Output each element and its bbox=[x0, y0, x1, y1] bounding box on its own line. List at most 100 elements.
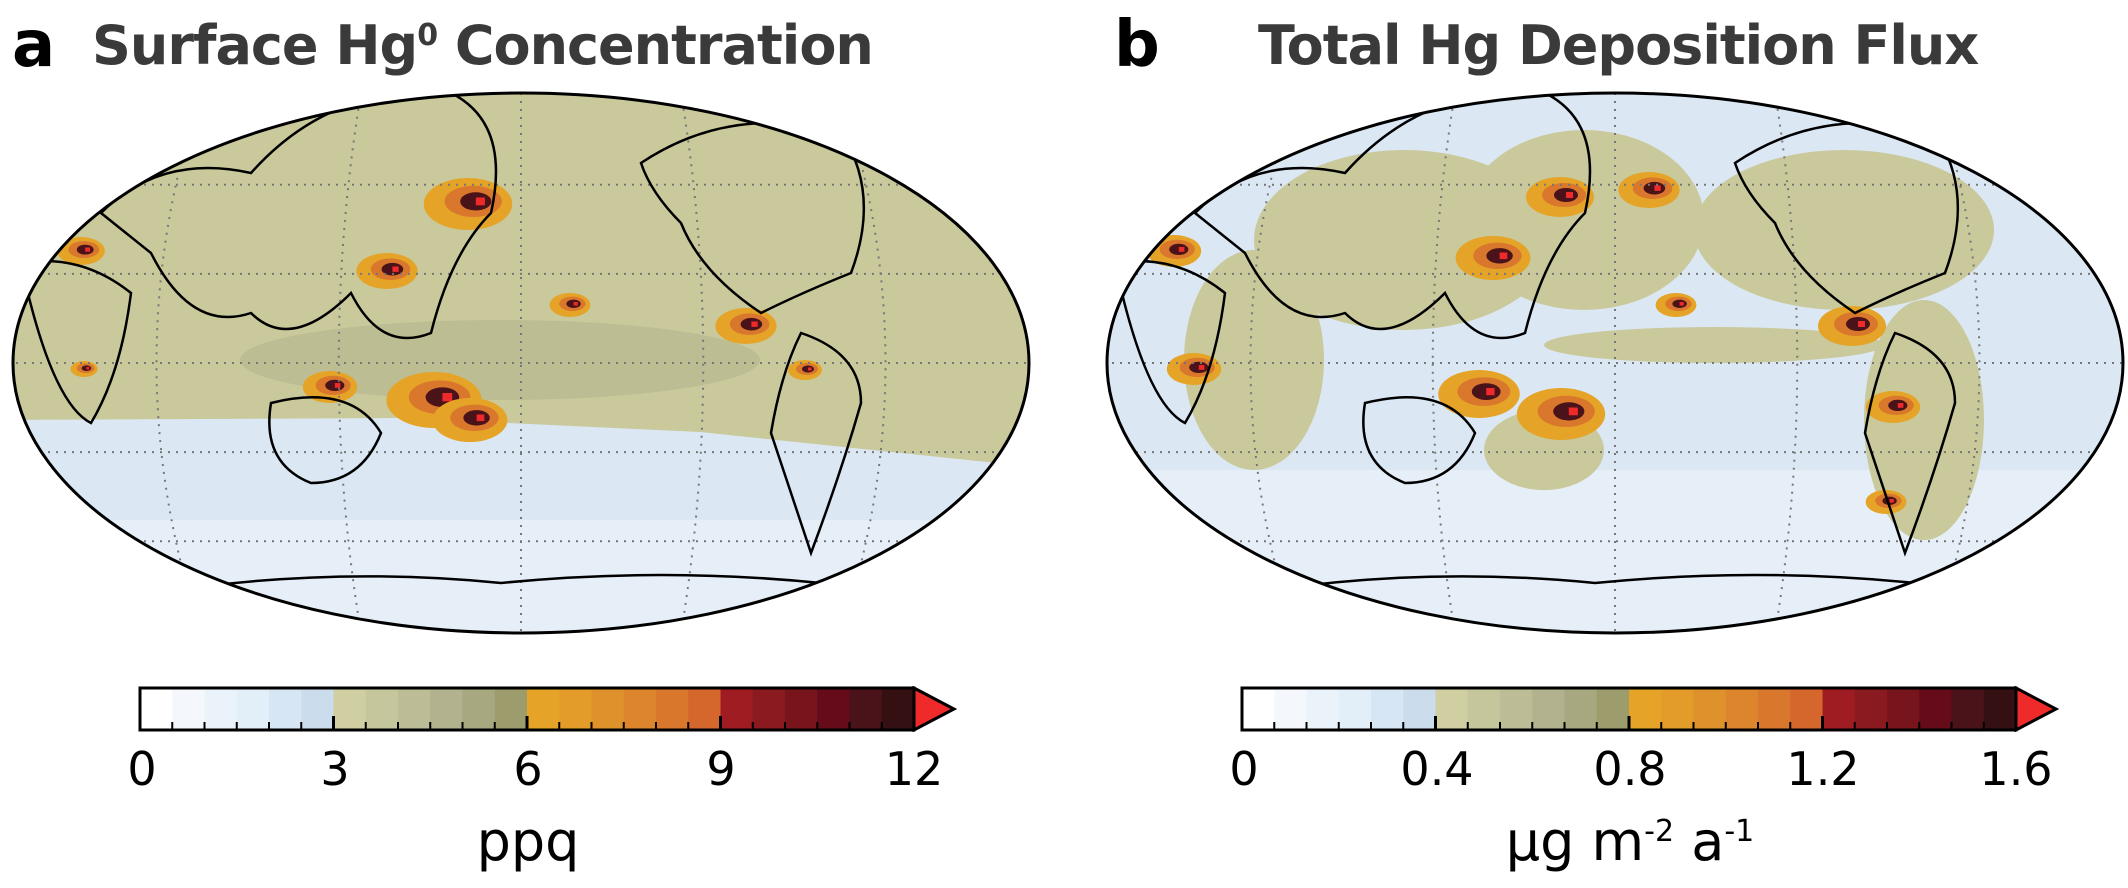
coastline bbox=[769, 331, 863, 557]
panel-a-title: Surface Hg0 Concentration bbox=[92, 14, 874, 77]
colorbar-segment bbox=[1338, 688, 1372, 730]
colorbar-segment bbox=[365, 688, 399, 730]
land-region bbox=[1184, 250, 1324, 470]
colorbar-a-tick: 6 bbox=[513, 742, 543, 796]
colorbar-segment bbox=[1242, 688, 1275, 730]
colorbar-segment bbox=[1532, 688, 1565, 730]
land-region bbox=[1864, 300, 1984, 540]
hotspot-red-cell bbox=[334, 383, 341, 388]
colorbar-segment bbox=[1629, 688, 1662, 730]
hotspot-red-cell bbox=[1679, 302, 1684, 306]
colorbar-segment bbox=[1951, 688, 1985, 730]
colorbar-b-unit: μg m-2 a-1 bbox=[1506, 810, 1755, 873]
colorbar-segment bbox=[1467, 688, 1501, 730]
colorbar-segment bbox=[1887, 688, 1920, 730]
panel-b-title: Total Hg Deposition Flux bbox=[1258, 14, 1979, 77]
colorbar-segment bbox=[301, 688, 334, 730]
hotspot-red-cell bbox=[751, 321, 758, 327]
coastline bbox=[1362, 396, 1477, 485]
colorbar-segment bbox=[1403, 688, 1436, 730]
colorbar-b-tick: 1.6 bbox=[1979, 742, 2053, 796]
colorbar-segment bbox=[398, 688, 431, 730]
land-region bbox=[1464, 130, 1704, 310]
colorbar-segment bbox=[1596, 688, 1630, 730]
hotspot-red-cell bbox=[86, 367, 90, 370]
colorbar-b bbox=[1240, 686, 2060, 732]
colorbar-b-tick: 0 bbox=[1229, 742, 1259, 796]
colorbar-b-tick: 0.4 bbox=[1400, 742, 1474, 796]
colorbar-segment bbox=[720, 688, 754, 730]
colorbar-segment bbox=[1983, 688, 2017, 730]
land-region bbox=[1544, 327, 1884, 363]
map-field bbox=[1107, 93, 2123, 633]
colorbar-segment bbox=[269, 688, 302, 730]
colorbar-segment bbox=[527, 688, 560, 730]
colorbar-segment bbox=[1919, 688, 1952, 730]
map-border bbox=[1105, 91, 2125, 635]
colorbar-segment bbox=[1758, 688, 1791, 730]
hotspot-red-cell bbox=[1499, 252, 1508, 260]
colorbar-segment bbox=[881, 688, 915, 730]
colorbar-segment bbox=[462, 688, 496, 730]
hotspot-red-cell bbox=[1897, 403, 1904, 408]
land-region bbox=[1694, 150, 1994, 310]
deposition-flux-map bbox=[1105, 91, 2125, 635]
colorbar-segment bbox=[1435, 688, 1469, 730]
colorbar-segment bbox=[1306, 688, 1340, 730]
hotspot-dark-red bbox=[1471, 383, 1501, 400]
colorbar-segment bbox=[623, 688, 657, 730]
coastline bbox=[1193, 93, 1592, 340]
colorbar-segment bbox=[172, 688, 205, 730]
colorbar-segment bbox=[785, 688, 818, 730]
colorbar-extend-arrow bbox=[2014, 686, 2060, 732]
surface-hg0-map bbox=[11, 91, 1031, 635]
colorbar-segment bbox=[817, 688, 850, 730]
colorbar-a-tick: 12 bbox=[884, 742, 944, 796]
colorbar-segment bbox=[204, 688, 238, 730]
colorbar-segment bbox=[1693, 688, 1727, 730]
coastline bbox=[99, 93, 498, 340]
colorbar-segment bbox=[591, 688, 625, 730]
unit-part: a bbox=[1674, 810, 1725, 873]
hotspot-red-cell bbox=[392, 266, 399, 272]
coastline bbox=[1113, 259, 1227, 425]
hotspot-red-cell bbox=[1858, 321, 1865, 327]
hotspot-red-cell bbox=[1889, 499, 1894, 503]
panel-a-title-superscript: 0 bbox=[417, 18, 438, 53]
hotspot-red-cell bbox=[1654, 185, 1661, 191]
colorbar-segment bbox=[1500, 688, 1533, 730]
hotspot-red-cell bbox=[85, 247, 91, 252]
panel-a-label: a bbox=[12, 8, 56, 82]
colorbar-segment bbox=[1661, 688, 1694, 730]
colorbar-segment bbox=[140, 688, 173, 730]
colorbar-a bbox=[138, 686, 958, 732]
hotspot-red-cell bbox=[1568, 407, 1578, 416]
colorbar-extend-arrow bbox=[912, 686, 958, 732]
colorbar-segment bbox=[1564, 688, 1598, 730]
coastline bbox=[19, 259, 133, 425]
unit-exponent: -2 bbox=[1644, 814, 1675, 849]
colorbar-a-unit: ppq bbox=[476, 810, 580, 873]
antarctic-light-blue bbox=[13, 520, 1029, 633]
colorbar-segment bbox=[656, 688, 689, 730]
hotspot-dark-red bbox=[81, 365, 92, 372]
hotspot-red-cell bbox=[1178, 247, 1185, 252]
panel-b-label: b bbox=[1114, 8, 1160, 82]
coastline bbox=[1863, 331, 1957, 557]
colorbar-a-tick: 3 bbox=[320, 742, 350, 796]
hotspot-dark-red bbox=[1169, 243, 1189, 255]
colorbar-segment bbox=[430, 688, 463, 730]
colorbar-segment bbox=[1822, 688, 1856, 730]
colorbar-a-tick: 0 bbox=[127, 742, 157, 796]
colorbar-segment bbox=[559, 688, 592, 730]
hotspot-red-cell bbox=[808, 367, 812, 371]
hotspot-dark-red bbox=[1553, 402, 1585, 421]
hotspot-red-cell bbox=[1198, 365, 1205, 370]
colorbar-segment bbox=[752, 688, 786, 730]
panel-a-title-rest: Concentration bbox=[437, 14, 874, 77]
colorbar-segment bbox=[849, 688, 883, 730]
colorbar-segment bbox=[1790, 688, 1823, 730]
hotspot-red-cell bbox=[475, 197, 485, 206]
hotspot-red-cell bbox=[573, 302, 578, 306]
hotspot-red-cell bbox=[1566, 192, 1573, 198]
